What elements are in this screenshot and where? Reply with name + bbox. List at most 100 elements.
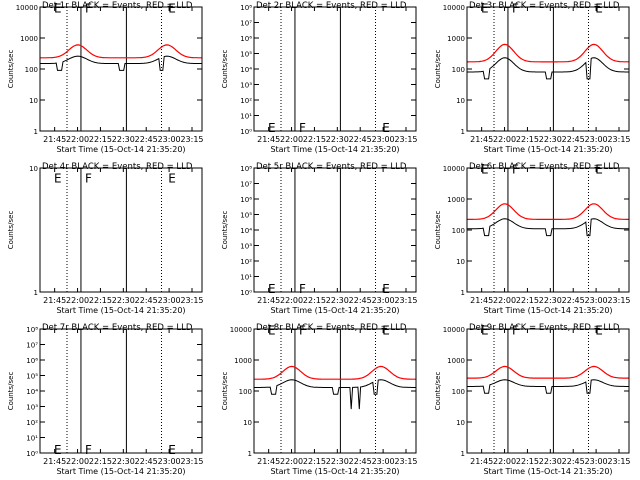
- y-tick-label: 10: [243, 419, 252, 427]
- x-tick-label: 22:45: [562, 457, 585, 466]
- x-tick-label: 22:15: [89, 296, 112, 305]
- events-series-line: [467, 379, 629, 394]
- x-tick-label: 21:45: [43, 457, 66, 466]
- y-axis-label: Counts/sec: [7, 211, 15, 250]
- marker-label: F: [299, 323, 306, 337]
- x-tick-label: 22:15: [303, 457, 326, 466]
- x-tick-label: 23:15: [607, 457, 630, 466]
- x-tick-label: 22:15: [516, 296, 539, 305]
- marker-label: E: [382, 282, 390, 296]
- marker-label: E: [268, 282, 276, 296]
- x-tick-label: 22:00: [280, 135, 303, 144]
- marker-label: E: [268, 323, 276, 337]
- x-tick-label: 23:15: [180, 296, 203, 305]
- x-axis-label: Start Time (15-Oct-14 21:35:20): [270, 145, 399, 154]
- y-tick-label: 10³: [26, 404, 38, 412]
- events-series-line: [254, 379, 416, 410]
- y-tick-label: 100: [239, 388, 252, 396]
- x-axis-label: Start Time (15-Oct-14 21:35:20): [56, 145, 185, 154]
- x-tick-label: 23:00: [585, 296, 608, 305]
- x-tick-label: 22:00: [493, 135, 516, 144]
- marker-label: E: [481, 162, 489, 176]
- panel-title: Det 7r BLACK = Events, RED = LLD: [42, 323, 193, 333]
- y-tick-label: 10⁷: [240, 181, 252, 189]
- marker-label: E: [481, 323, 489, 337]
- x-tick-label: 23:00: [372, 135, 395, 144]
- panel-title: Det 2r BLACK = Events, RED = LLD: [256, 1, 407, 11]
- lld-series-line: [40, 44, 202, 59]
- lld-series-line: [467, 203, 629, 220]
- panel-title: Det 9r BLACK = Events, RED = LLD: [469, 323, 620, 333]
- x-tick-label: 22:00: [493, 296, 516, 305]
- y-tick-label: 10⁴: [240, 66, 252, 74]
- y-axis-label: Counts/sec: [221, 50, 229, 89]
- x-tick-label: 21:45: [43, 296, 66, 305]
- x-tick-label: 22:30: [539, 296, 562, 305]
- marker-label: F: [85, 1, 92, 15]
- x-tick-label: 22:45: [135, 296, 158, 305]
- x-tick-label: 21:45: [470, 457, 493, 466]
- lld-series-line: [467, 365, 629, 379]
- y-tick-label: 10³: [240, 82, 252, 90]
- y-tick-label: 1: [34, 128, 38, 136]
- y-tick-label: 10¹: [26, 435, 38, 443]
- x-tick-label: 23:15: [180, 135, 203, 144]
- y-axis-label: Counts/sec: [7, 50, 15, 89]
- y-tick-label: 100: [452, 227, 465, 235]
- y-axis-label: Counts/sec: [434, 211, 442, 250]
- marker-label: E: [382, 323, 390, 337]
- x-tick-label: 22:15: [89, 457, 112, 466]
- x-axis-label: Start Time (15-Oct-14 21:35:20): [56, 467, 185, 476]
- y-tick-label: 1000: [234, 357, 252, 365]
- x-tick-label: 22:15: [516, 457, 539, 466]
- y-tick-label: 10000: [16, 4, 38, 12]
- plot-frame: [39, 167, 203, 293]
- y-tick-label: 10²: [26, 419, 38, 427]
- y-tick-label: 10⁷: [240, 20, 252, 28]
- x-tick-label: 22:00: [280, 457, 303, 466]
- y-axis-label: Counts/sec: [221, 211, 229, 250]
- plot-frame: [466, 328, 630, 454]
- marker-label: E: [595, 1, 603, 15]
- y-tick-label: 10: [456, 258, 465, 266]
- panel-det-7: E F E21:45 22:00 22:15 22:30 22:45 23:00 23:15St…: [7, 323, 204, 476]
- marker-label: E: [168, 172, 176, 186]
- y-tick-label: 10⁵: [240, 51, 252, 59]
- marker-label: E: [595, 162, 603, 176]
- x-tick-label: 22:00: [66, 296, 89, 305]
- y-tick-label: 100: [452, 388, 465, 396]
- x-axis-label: Start Time (15-Oct-14 21:35:20): [483, 306, 612, 315]
- marker-label: E: [382, 121, 390, 135]
- y-tick-label: 10¹: [240, 274, 252, 282]
- y-tick-label: 10³: [240, 243, 252, 251]
- panel-title: Det 6r BLACK = Events, RED = LLD: [469, 162, 620, 172]
- x-tick-label: 23:00: [158, 457, 181, 466]
- x-tick-label: 22:30: [112, 296, 135, 305]
- x-tick-label: 22:30: [326, 135, 349, 144]
- y-tick-label: 10⁸: [240, 165, 252, 173]
- y-tick-label: 10⁰: [240, 128, 252, 136]
- panel-det-6: E F E 21:45 22:00 22:15 22:30 22:45 23:00 23:15St…: [434, 162, 631, 315]
- y-tick-label: 10: [456, 97, 465, 105]
- x-tick-label: 21:45: [470, 296, 493, 305]
- x-tick-label: 23:00: [158, 135, 181, 144]
- x-tick-label: 22:30: [326, 296, 349, 305]
- y-tick-label: 1: [248, 450, 252, 458]
- y-tick-label: 10000: [443, 4, 465, 12]
- y-axis-label: Counts/sec: [434, 50, 442, 89]
- panel-title: Det 4r BLACK = Events, RED = LLD: [42, 162, 193, 172]
- y-tick-label: 10⁶: [26, 357, 38, 365]
- marker-label: F: [512, 162, 519, 176]
- x-tick-label: 23:00: [372, 296, 395, 305]
- x-tick-label: 22:45: [562, 135, 585, 144]
- y-tick-label: 100: [25, 66, 38, 74]
- panel-det-1: E F E 21:45 22:00 22:15 22:30 22:45 23:00 23:15St…: [7, 1, 204, 154]
- events-series-line: [467, 218, 629, 237]
- x-tick-label: 22:00: [66, 135, 89, 144]
- plot-frame: [253, 328, 417, 454]
- lld-series-line: [254, 365, 416, 380]
- y-tick-label: 1: [461, 450, 465, 458]
- x-tick-label: 23:00: [585, 135, 608, 144]
- y-tick-label: 10⁴: [26, 388, 38, 396]
